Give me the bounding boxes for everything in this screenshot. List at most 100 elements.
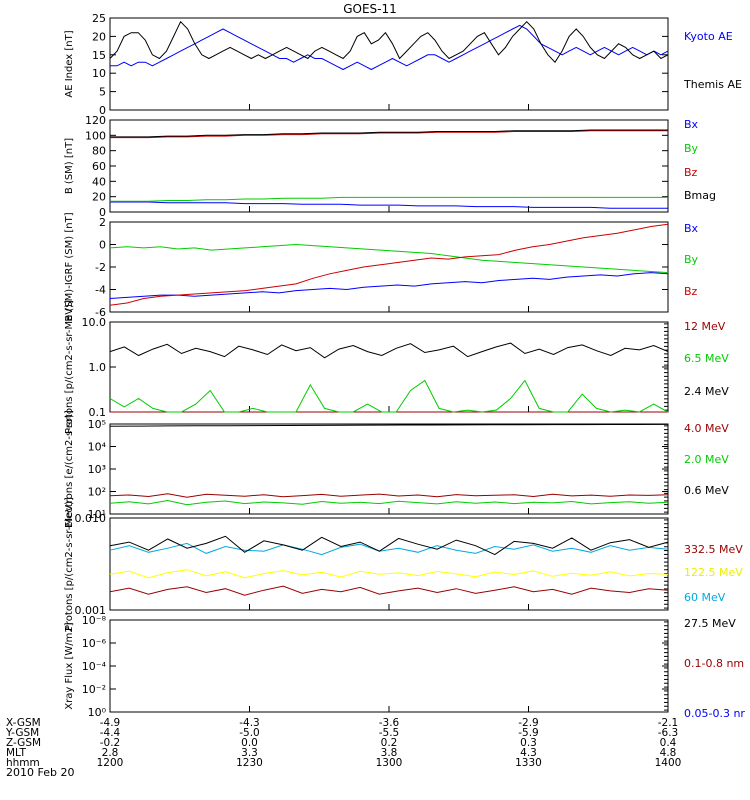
legend-label: Bx bbox=[684, 118, 699, 131]
series-line bbox=[109, 493, 669, 498]
axis-row-value: 1230 bbox=[236, 757, 263, 769]
y-tick-label: 80 bbox=[92, 145, 106, 158]
y-axis-label: B (SM)-IGRF (SM) [nT] bbox=[64, 212, 75, 321]
series-line bbox=[109, 223, 669, 306]
panel-frame bbox=[109, 619, 669, 713]
axis-row-value: 4.8 bbox=[660, 747, 677, 759]
y-tick-label: 15 bbox=[92, 49, 106, 62]
y-axis-label: AE Index [nT] bbox=[64, 30, 75, 97]
axis-row-value: 0.4 bbox=[660, 737, 677, 749]
legend-label: Kyoto AE bbox=[684, 30, 733, 43]
panel-4: 0.1 1.0 10.0 Protons [p/(cm2-s-sr-MeV)] 12 M… bbox=[64, 300, 729, 434]
series-line bbox=[110, 130, 668, 139]
axis-row-value: 1200 bbox=[97, 757, 124, 769]
axis-row-value: -5.0 bbox=[239, 727, 260, 739]
axis-row-value: 4.3 bbox=[520, 747, 537, 759]
series-line bbox=[109, 423, 669, 427]
y-axis-label: B (SM) [nT] bbox=[64, 138, 75, 194]
legend-label: 4.0 MeV bbox=[684, 422, 729, 435]
y-tick-label: 0 bbox=[99, 104, 106, 117]
axis-row-value: -6.3 bbox=[658, 727, 679, 739]
series-line bbox=[109, 585, 669, 596]
axis-row-value: 1330 bbox=[515, 757, 542, 769]
axis-row-value: 3.8 bbox=[381, 747, 398, 759]
y-tick-label: 0 bbox=[99, 239, 106, 252]
series-line bbox=[109, 499, 669, 506]
y-tick-label: 10 bbox=[92, 67, 106, 80]
y-tick-label: 10⁻⁶ bbox=[82, 637, 107, 650]
legend-label: 60 MeV bbox=[684, 591, 726, 604]
axis-row-value: 3.3 bbox=[241, 747, 258, 759]
y-tick-label: -4 bbox=[95, 284, 106, 297]
axis-row-value: -4.9 bbox=[100, 717, 121, 729]
panel-2: 0 20 40 60 80 100 120 B (SM) [nT] Bx By Bz Bmag bbox=[64, 114, 716, 219]
y-tick-label: 0 bbox=[99, 206, 106, 219]
y-axis-label: Protons [p/(cm2-s-sr-MeV)] bbox=[64, 300, 75, 434]
panel-5: 10¹ 10² 10³ 10⁴ 10⁵ Electrons [e/(cm2-s-sr)] 4… bbox=[64, 410, 729, 528]
axis-row-label: Z-GSM bbox=[6, 737, 41, 749]
series-line bbox=[109, 243, 669, 274]
panel-frame bbox=[109, 321, 669, 413]
axis-row-value: 0.0 bbox=[241, 737, 258, 749]
y-tick-label: -6 bbox=[95, 306, 106, 319]
y-tick-label: -2 bbox=[95, 261, 106, 274]
y-tick-label: 0.1 bbox=[89, 406, 107, 419]
axis-row-value: 1300 bbox=[376, 757, 403, 769]
series-line bbox=[109, 272, 669, 299]
legend-label: By bbox=[684, 253, 699, 266]
y-tick-label: 0.010 bbox=[75, 512, 107, 525]
axis-row-label: Y-GSM bbox=[5, 727, 39, 739]
legend-label: Bx bbox=[684, 222, 699, 235]
date-label: 2010 Feb 20 bbox=[6, 766, 74, 779]
y-tick-label: 20 bbox=[92, 30, 106, 43]
axis-row-value: -0.2 bbox=[100, 737, 121, 749]
y-tick-label: 10⁵ bbox=[88, 418, 106, 431]
y-tick-label: 25 bbox=[92, 12, 106, 25]
legend-label: 12 MeV bbox=[684, 320, 726, 333]
plot-title: GOES-11 bbox=[343, 2, 397, 16]
axis-row-value: 0.3 bbox=[520, 737, 537, 749]
axis-row-value: 1400 bbox=[655, 757, 682, 769]
y-tick-label: 10⁻⁸ bbox=[82, 614, 107, 627]
axis-row-label: MLT bbox=[6, 747, 26, 759]
series-line bbox=[109, 542, 669, 556]
series-line bbox=[109, 342, 669, 359]
axis-row-label: hhmm bbox=[6, 757, 40, 769]
axis-row-value: -5.5 bbox=[379, 727, 400, 739]
legend-label: 0.05-0.3 nr bbox=[684, 707, 745, 720]
legend-label: 0.6 MeV bbox=[684, 484, 729, 497]
series-line bbox=[109, 569, 669, 579]
legend-label: 332.5 MeV bbox=[684, 543, 743, 556]
axis-row-value: -5.9 bbox=[518, 727, 539, 739]
y-tick-label: 60 bbox=[92, 160, 106, 173]
y-axis-label: Electrons [e/(cm2-s-sr)] bbox=[64, 410, 75, 528]
legend-label: 122.5 MeV bbox=[684, 566, 743, 579]
axis-row-value: -4.3 bbox=[239, 717, 260, 729]
legend-label: Bz bbox=[684, 285, 698, 298]
y-axis-label: Protons [p/(cm2-s-sr-MeV)] bbox=[64, 497, 75, 631]
y-tick-label: 10.0 bbox=[82, 316, 107, 329]
panel-frame bbox=[109, 17, 669, 111]
y-tick-label: 10³ bbox=[88, 463, 106, 476]
series-line bbox=[110, 129, 668, 138]
axis-row-value: -2.9 bbox=[518, 717, 539, 729]
axis-row-value: 0.2 bbox=[381, 737, 398, 749]
axis-row-value: -2.1 bbox=[658, 717, 679, 729]
y-tick-label: 10⁰ bbox=[88, 706, 107, 719]
series-line bbox=[110, 196, 668, 202]
series-line bbox=[109, 20, 669, 64]
series-line bbox=[109, 379, 669, 413]
axis-row-value: -3.6 bbox=[379, 717, 400, 729]
y-tick-label: 40 bbox=[92, 175, 106, 188]
axis-row-value: -4.4 bbox=[100, 727, 121, 739]
y-tick-label: 10⁴ bbox=[88, 441, 107, 454]
orbit-axis-table: X-GSM -4.9 -4.3 -3.6 -2.9 -2.1 Y-GSM -4.4 -5.0 -5… bbox=[5, 717, 681, 769]
y-tick-label: 2 bbox=[99, 216, 106, 229]
y-tick-label: 10⁻⁴ bbox=[82, 660, 107, 673]
legend-label: 27.5 MeV bbox=[684, 617, 736, 630]
legend-label: 2.4 MeV bbox=[684, 385, 729, 398]
legend-label: Bmag bbox=[684, 189, 716, 202]
legend-label: 6.5 MeV bbox=[684, 352, 729, 365]
